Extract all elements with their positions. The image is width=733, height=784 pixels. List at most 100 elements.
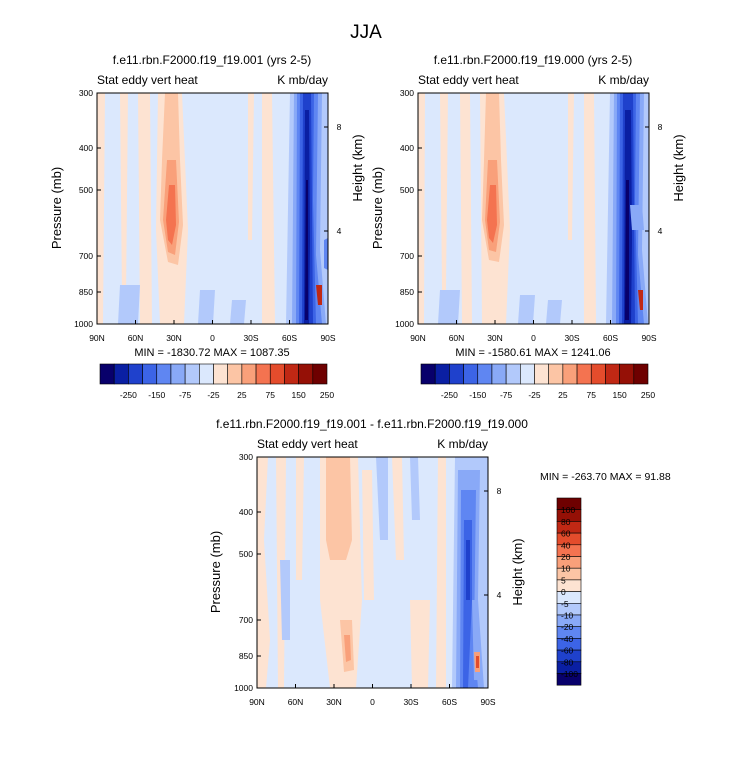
y2-axis-label: Height (km) bbox=[510, 538, 525, 605]
colorbar-swatch bbox=[269, 363, 285, 385]
colorbar-swatch bbox=[241, 363, 257, 385]
colorbar-swatch bbox=[477, 363, 493, 385]
colorbar-label: -60 bbox=[561, 646, 574, 656]
colorbar-swatch bbox=[184, 363, 200, 385]
y2-tick-label: 8 bbox=[658, 122, 663, 132]
colorbar-swatch bbox=[619, 363, 635, 385]
colorbar-swatch bbox=[284, 363, 299, 385]
y2-tick-label: 4 bbox=[497, 590, 502, 600]
colorbar-swatch bbox=[170, 363, 186, 385]
x-tick-label: 90N bbox=[89, 333, 105, 343]
colorbar-label: -10 bbox=[561, 611, 574, 621]
colorbar-label: -150 bbox=[469, 390, 486, 400]
y-tick-label: 400 bbox=[400, 143, 414, 153]
y-tick-label: 850 bbox=[400, 287, 414, 297]
panel-difference: f.e11.rbn.F2000.f19_f19.001 - f.e11.rbn.… bbox=[208, 417, 671, 707]
colorbar-swatch bbox=[298, 363, 314, 385]
colorbar-label: -25 bbox=[528, 390, 541, 400]
colorbar-label: -25 bbox=[207, 390, 220, 400]
contour-field bbox=[418, 93, 649, 324]
y-tick-label: 700 bbox=[400, 251, 414, 261]
colorbar-swatch bbox=[434, 363, 450, 385]
colorbar-label: 100 bbox=[561, 505, 575, 515]
y-tick-label: 1000 bbox=[234, 683, 253, 693]
x-axis: 90N 60N 30N 0 30S 60S 90S bbox=[89, 320, 336, 343]
colorbar-label: 10 bbox=[561, 564, 571, 574]
colorbar-swatch bbox=[99, 363, 115, 385]
colorbar-swatch bbox=[420, 363, 436, 385]
x-tick-label: 60S bbox=[603, 333, 618, 343]
colorbar-swatch bbox=[255, 363, 271, 385]
y-tick-label: 300 bbox=[79, 88, 93, 98]
colorbar-label: 80 bbox=[561, 517, 571, 527]
y2-tick-label: 4 bbox=[337, 226, 342, 236]
y2-axis: 8 4 Height (km) bbox=[324, 122, 365, 236]
colorbar-swatch bbox=[491, 363, 507, 385]
colorbar-label: -150 bbox=[148, 390, 165, 400]
colorbar-swatch bbox=[463, 363, 479, 385]
panel-model-001: f.e11.rbn.F2000.f19_f19.001 (yrs 2-5) St… bbox=[49, 53, 365, 400]
colorbar-swatch bbox=[213, 363, 228, 385]
x-tick-label: 60N bbox=[128, 333, 144, 343]
x-tick-label: 30S bbox=[564, 333, 579, 343]
y2-tick-label: 4 bbox=[658, 226, 663, 236]
x-tick-label: 60S bbox=[282, 333, 297, 343]
y2-tick-label: 8 bbox=[337, 122, 342, 132]
colorbar-label: 75 bbox=[266, 390, 276, 400]
colorbar-swatch bbox=[128, 363, 143, 385]
y-axis: 300 400 500 700 850 1000 Pressure (mb) bbox=[370, 88, 422, 329]
x-tick-label: 90S bbox=[641, 333, 656, 343]
colorbar-label: 40 bbox=[561, 540, 571, 550]
y-tick-label: 400 bbox=[239, 507, 253, 517]
figure-title: JJA bbox=[350, 22, 382, 43]
colorbar-swatch bbox=[605, 363, 620, 385]
colorbar-label: 25 bbox=[558, 390, 568, 400]
colorbar-swatch bbox=[312, 363, 328, 385]
x-tick-label: 0 bbox=[531, 333, 536, 343]
x-tick-label: 0 bbox=[210, 333, 215, 343]
units-string: K mb/day bbox=[277, 73, 328, 87]
colorbar-swatch bbox=[227, 363, 243, 385]
x-axis: 90N 60N 30N 0 30S 60S 90S bbox=[410, 320, 657, 343]
y-tick-label: 1000 bbox=[74, 319, 93, 329]
y2-axis: 8 4 Height (km) bbox=[484, 486, 525, 606]
colorbar-label: 5 bbox=[561, 575, 566, 585]
colorbar-label: -80 bbox=[561, 657, 574, 667]
y-tick-label: 850 bbox=[239, 651, 253, 661]
min-max-stats: MIN = -1580.61 MAX = 1241.06 bbox=[455, 347, 610, 359]
x-tick-label: 90N bbox=[410, 333, 426, 343]
colorbar-label: -75 bbox=[179, 390, 192, 400]
y-axis: 300 400 500 700 850 1000 Pressure (mb) bbox=[208, 452, 261, 693]
colorbar-label: 75 bbox=[587, 390, 597, 400]
units-string: K mb/day bbox=[437, 437, 488, 451]
left-string: Stat eddy vert heat bbox=[97, 73, 198, 87]
contour-field bbox=[97, 93, 328, 324]
y-tick-label: 400 bbox=[79, 143, 93, 153]
colorbar-swatch bbox=[142, 363, 158, 385]
contour-field bbox=[257, 457, 488, 688]
colorbar-label: 60 bbox=[561, 529, 571, 539]
left-string: Stat eddy vert heat bbox=[418, 73, 519, 87]
y-axis: 300 400 500 700 850 1000 Pressure (mb) bbox=[49, 88, 101, 329]
colorbar-swatch bbox=[534, 363, 549, 385]
y-tick-label: 1000 bbox=[395, 319, 414, 329]
colorbar-swatch bbox=[548, 363, 564, 385]
x-tick-label: 30S bbox=[403, 697, 418, 707]
y-tick-label: 850 bbox=[79, 287, 93, 297]
y-tick-label: 500 bbox=[400, 185, 414, 195]
x-tick-label: 90S bbox=[320, 333, 335, 343]
colorbar-label: 20 bbox=[561, 552, 571, 562]
y-tick-label: 700 bbox=[239, 615, 253, 625]
colorbar-swatch bbox=[449, 363, 464, 385]
y2-tick-label: 8 bbox=[497, 486, 502, 496]
x-tick-label: 60N bbox=[449, 333, 465, 343]
y2-axis-label: Height (km) bbox=[350, 134, 365, 201]
y-axis-label: Pressure (mb) bbox=[370, 167, 385, 249]
colorbar-swatch bbox=[590, 363, 606, 385]
colorbar-label: -5 bbox=[561, 599, 569, 609]
x-axis: 90N 60N 30N 0 30S 60S 90S bbox=[249, 684, 496, 707]
colorbar-label: -20 bbox=[561, 622, 574, 632]
x-tick-label: 30N bbox=[487, 333, 503, 343]
